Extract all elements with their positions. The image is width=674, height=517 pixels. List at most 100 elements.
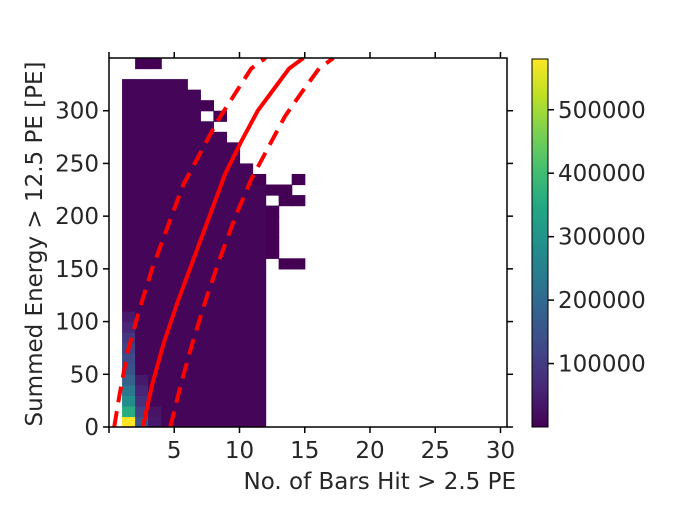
heatmap-bin <box>226 226 241 238</box>
heatmap-bin <box>135 152 149 165</box>
heatmap-bin <box>135 342 149 354</box>
heatmap-bin <box>122 142 136 154</box>
heatmap-bin <box>252 216 267 228</box>
heatmap-bin <box>148 353 162 365</box>
heatmap-bin <box>122 405 136 418</box>
heatmap-bin <box>252 405 267 418</box>
heatmap-bin <box>213 416 228 427</box>
heatmap-bin <box>174 300 188 312</box>
heatmap-bin <box>213 152 228 165</box>
heatmap-bin <box>226 405 241 418</box>
y-tick-label: 100 <box>55 310 99 336</box>
heatmap-bin <box>122 100 136 112</box>
heatmap-bin <box>226 195 241 207</box>
heatmap-bin <box>187 289 201 302</box>
heatmap-bin <box>226 332 241 344</box>
heatmap-bin <box>278 195 293 207</box>
heatmap-bin <box>174 395 188 407</box>
heatmap-bin <box>265 247 280 259</box>
heatmap-bin <box>200 142 214 154</box>
heatmap-bin <box>226 300 241 312</box>
heatmap-bin <box>122 395 136 407</box>
heatmap-bin <box>161 226 175 238</box>
heatmap-bin <box>135 131 149 143</box>
heatmap-bin <box>239 173 254 186</box>
heatmap-bin <box>135 247 149 259</box>
heatmap-bin <box>174 184 188 196</box>
heatmap-bin <box>252 332 267 344</box>
heatmap-bin <box>122 311 136 323</box>
heatmap-bin <box>226 363 241 375</box>
heatmap-bin <box>122 300 136 312</box>
heatmap-bin <box>135 416 149 427</box>
heatmap-bin <box>122 237 136 249</box>
heatmap-bin <box>226 416 241 427</box>
heatmap-bin <box>161 152 175 165</box>
heatmap-bin <box>187 300 201 312</box>
colorbar-tick-label: 500000 <box>558 98 646 124</box>
heatmap-bin <box>187 216 201 228</box>
fit-curve-lower <box>168 58 335 427</box>
x-tick-label: 30 <box>486 438 515 464</box>
heatmap-bin <box>239 258 254 270</box>
heatmap-bin <box>187 363 201 375</box>
heatmap-bin <box>200 226 214 238</box>
heatmap-bin <box>252 279 267 291</box>
heatmap-bin <box>239 353 254 365</box>
x-tick-label: 5 <box>167 438 182 464</box>
heatmap-bin <box>122 353 136 365</box>
heatmap-bin <box>213 268 228 280</box>
heatmap-bin <box>252 374 267 386</box>
heatmap-bin <box>148 195 162 207</box>
heatmap-bin <box>187 374 201 386</box>
heatmap-bin <box>135 279 149 291</box>
heatmap-bin <box>265 237 280 249</box>
heatmap-bin <box>187 131 201 143</box>
heatmap-bin <box>226 311 241 323</box>
heatmap-bin <box>161 405 175 418</box>
heatmap-bin <box>200 100 214 112</box>
heatmap-bin <box>252 384 267 396</box>
heatmap-bin <box>135 100 149 112</box>
heatmap-bin <box>161 100 175 112</box>
y-tick-label: 250 <box>55 151 99 177</box>
heatmap-bin <box>161 205 175 217</box>
heatmap-bin <box>187 142 201 154</box>
heatmap-bin <box>200 374 214 386</box>
heatmap-bin <box>135 405 149 418</box>
heatmap-bin <box>252 268 267 280</box>
heatmap-bin <box>239 226 254 238</box>
heatmap-bin <box>161 300 175 312</box>
y-axis-label: Summed Energy > 12.5 PE [PE] <box>22 61 48 426</box>
y-tick-label: 50 <box>70 362 99 388</box>
heatmap-bin <box>174 79 188 91</box>
x-axis-ticks: 5 10 15 20 25 30 <box>108 52 515 464</box>
plot-frame <box>108 57 508 428</box>
x-tick-label: 20 <box>355 438 384 464</box>
heatmap-bin <box>135 110 149 122</box>
heatmap-bin <box>161 142 175 154</box>
heatmap-bin <box>226 289 241 302</box>
heatmap-bin <box>200 152 214 165</box>
heatmap-bin <box>200 395 214 407</box>
heatmap-bin <box>122 289 136 302</box>
heatmap-bin <box>252 289 267 302</box>
fit-curve-upper <box>112 58 267 427</box>
heatmap-bin <box>135 300 149 312</box>
heatmap-bin <box>174 258 188 270</box>
colorbar: 100000 200000 300000 400000 500000 <box>531 58 646 428</box>
heatmap-bin <box>187 226 201 238</box>
heatmap-bin <box>213 237 228 249</box>
heatmap-bin <box>239 300 254 312</box>
heatmap-bin <box>213 173 228 186</box>
x-tick-label: 15 <box>290 438 319 464</box>
heatmap-bin <box>200 300 214 312</box>
heatmap-bin <box>148 395 162 407</box>
heatmap-bin <box>239 237 254 249</box>
heatmap-bin <box>187 384 201 396</box>
heatmap-bin <box>122 205 136 217</box>
heatmap-bin <box>239 374 254 386</box>
heatmap-bin <box>174 374 188 386</box>
heatmap-bin <box>148 131 162 143</box>
